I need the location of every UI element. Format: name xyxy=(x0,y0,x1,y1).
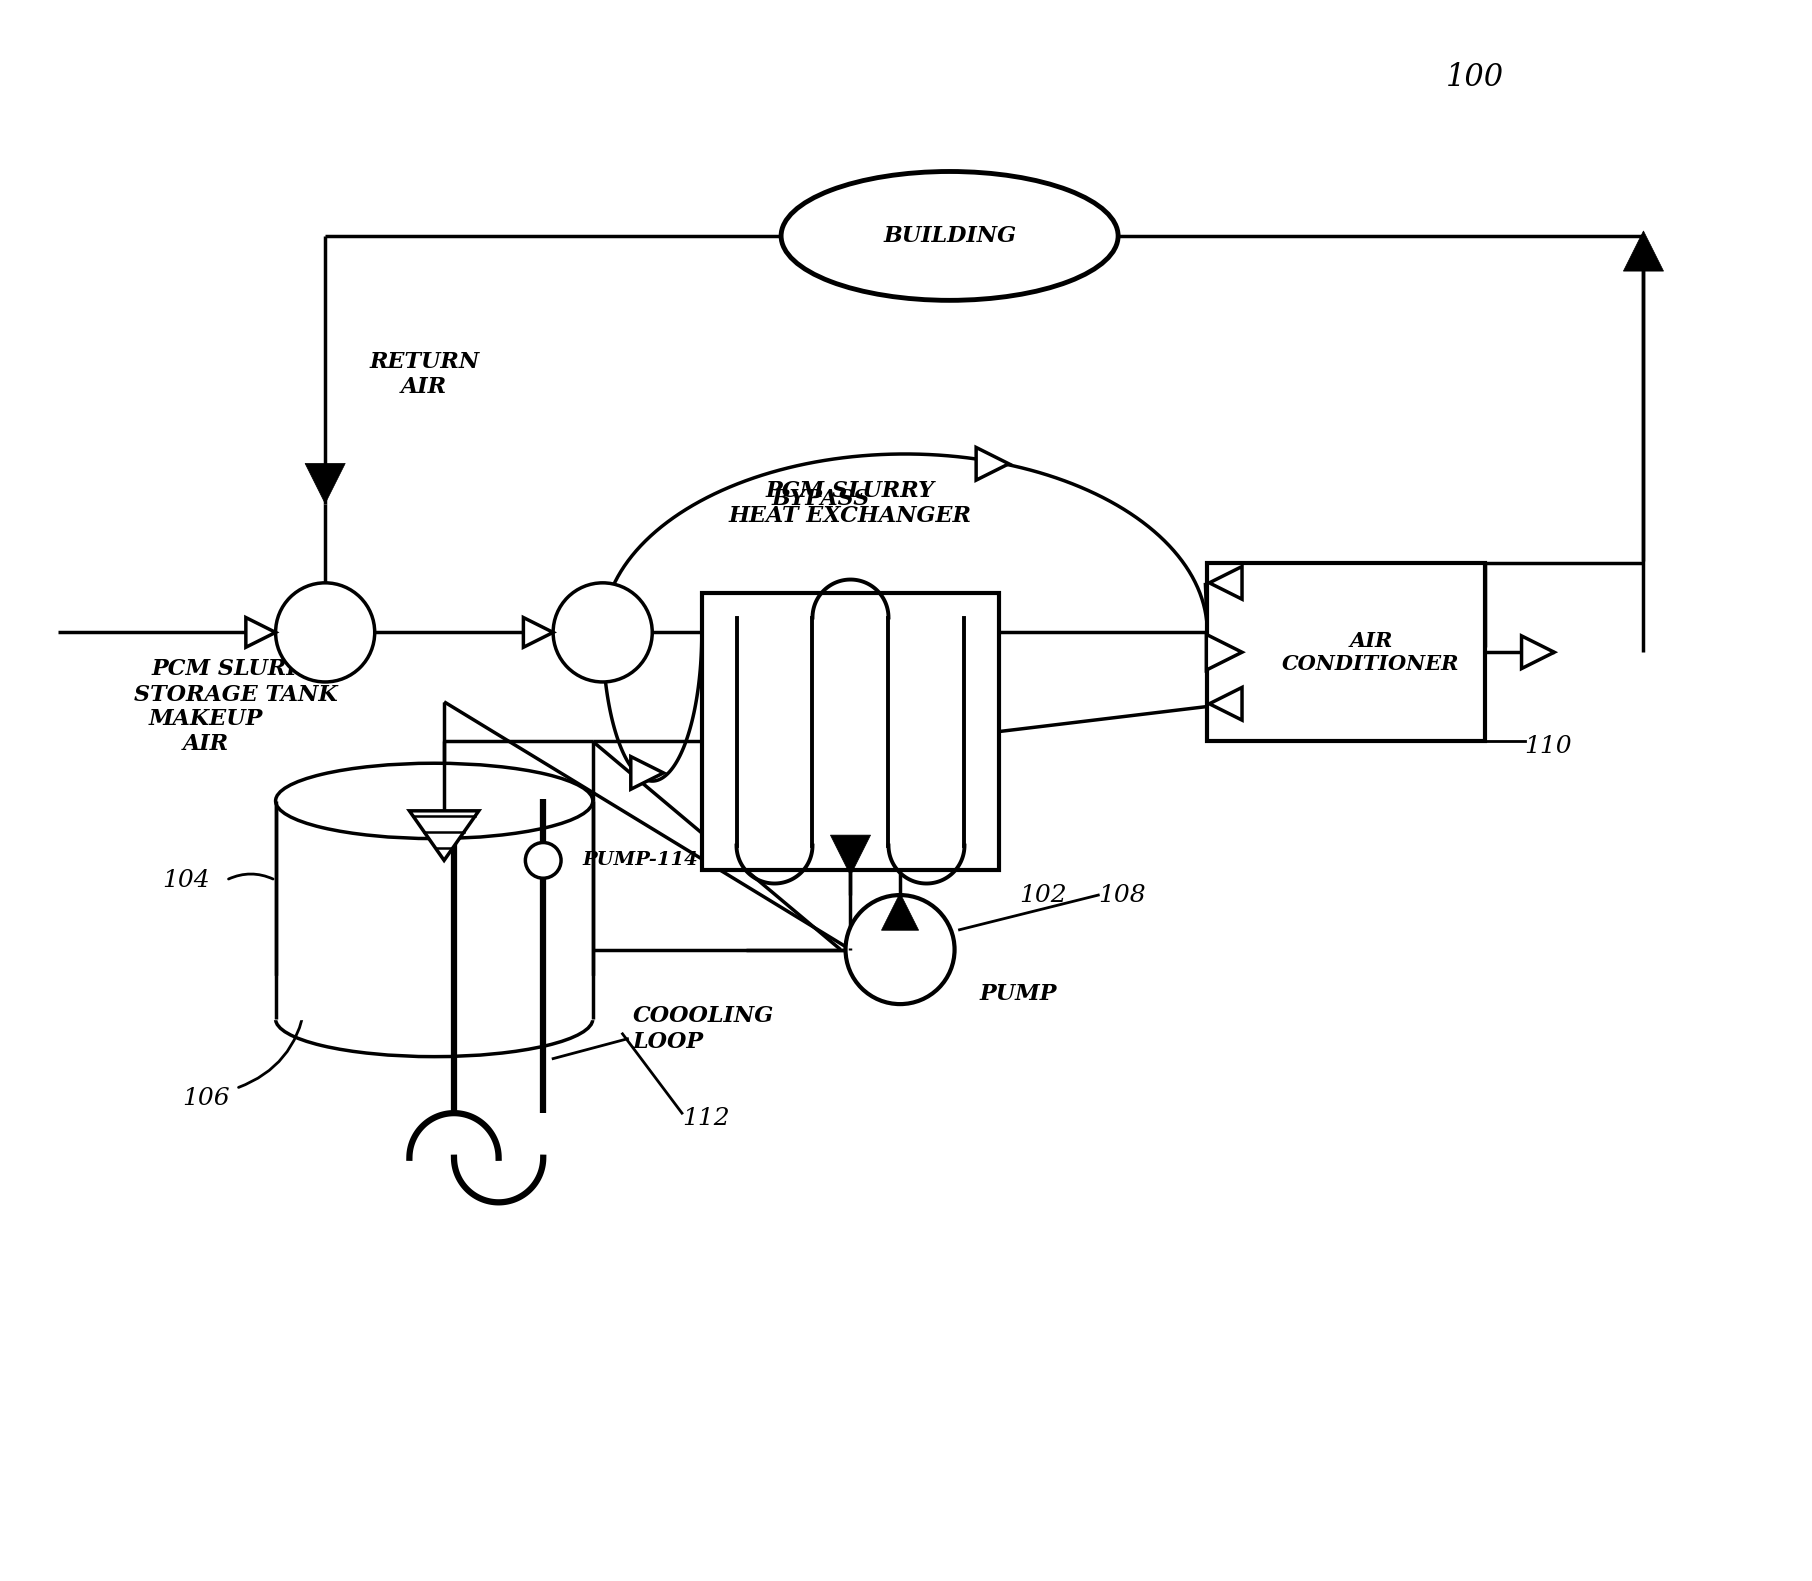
Text: 112: 112 xyxy=(681,1107,730,1129)
Polygon shape xyxy=(304,463,346,503)
Text: PCM SLURRY
STORAGE TANK: PCM SLURRY STORAGE TANK xyxy=(134,658,337,705)
Ellipse shape xyxy=(275,764,593,838)
Text: 102: 102 xyxy=(1018,884,1067,906)
Polygon shape xyxy=(1207,634,1241,670)
Text: BUILDING: BUILDING xyxy=(882,225,1017,247)
Text: PCM SLURRY
HEAT EXCHANGER: PCM SLURRY HEAT EXCHANGER xyxy=(728,481,971,526)
Polygon shape xyxy=(524,618,553,647)
Text: 104: 104 xyxy=(163,868,210,892)
Polygon shape xyxy=(410,811,478,860)
Text: 106: 106 xyxy=(183,1086,230,1110)
Ellipse shape xyxy=(781,171,1118,300)
Text: 100: 100 xyxy=(1446,62,1504,93)
Circle shape xyxy=(846,895,955,1004)
Polygon shape xyxy=(830,835,870,876)
Polygon shape xyxy=(631,757,663,789)
Circle shape xyxy=(275,583,375,681)
Text: COOOLING
LOOP: COOOLING LOOP xyxy=(632,1006,774,1053)
Text: 108: 108 xyxy=(1098,884,1145,906)
Text: RETURN
AIR: RETURN AIR xyxy=(370,351,480,398)
Text: PUMP: PUMP xyxy=(978,983,1056,1006)
Polygon shape xyxy=(1209,688,1241,719)
Polygon shape xyxy=(1209,566,1241,599)
Circle shape xyxy=(525,843,562,877)
Polygon shape xyxy=(1522,636,1555,669)
Text: PUMP-114: PUMP-114 xyxy=(583,852,699,870)
Text: MAKEUP
AIR: MAKEUP AIR xyxy=(149,708,263,756)
Text: 110: 110 xyxy=(1524,735,1573,757)
Polygon shape xyxy=(1624,231,1663,270)
Bar xyxy=(1207,563,1484,741)
Polygon shape xyxy=(246,618,275,647)
Polygon shape xyxy=(977,447,1009,481)
Polygon shape xyxy=(881,893,919,930)
Bar xyxy=(701,593,998,870)
Text: BYPASS: BYPASS xyxy=(772,487,870,509)
Circle shape xyxy=(553,583,652,681)
Text: AIR
CONDITIONER: AIR CONDITIONER xyxy=(1283,631,1460,674)
